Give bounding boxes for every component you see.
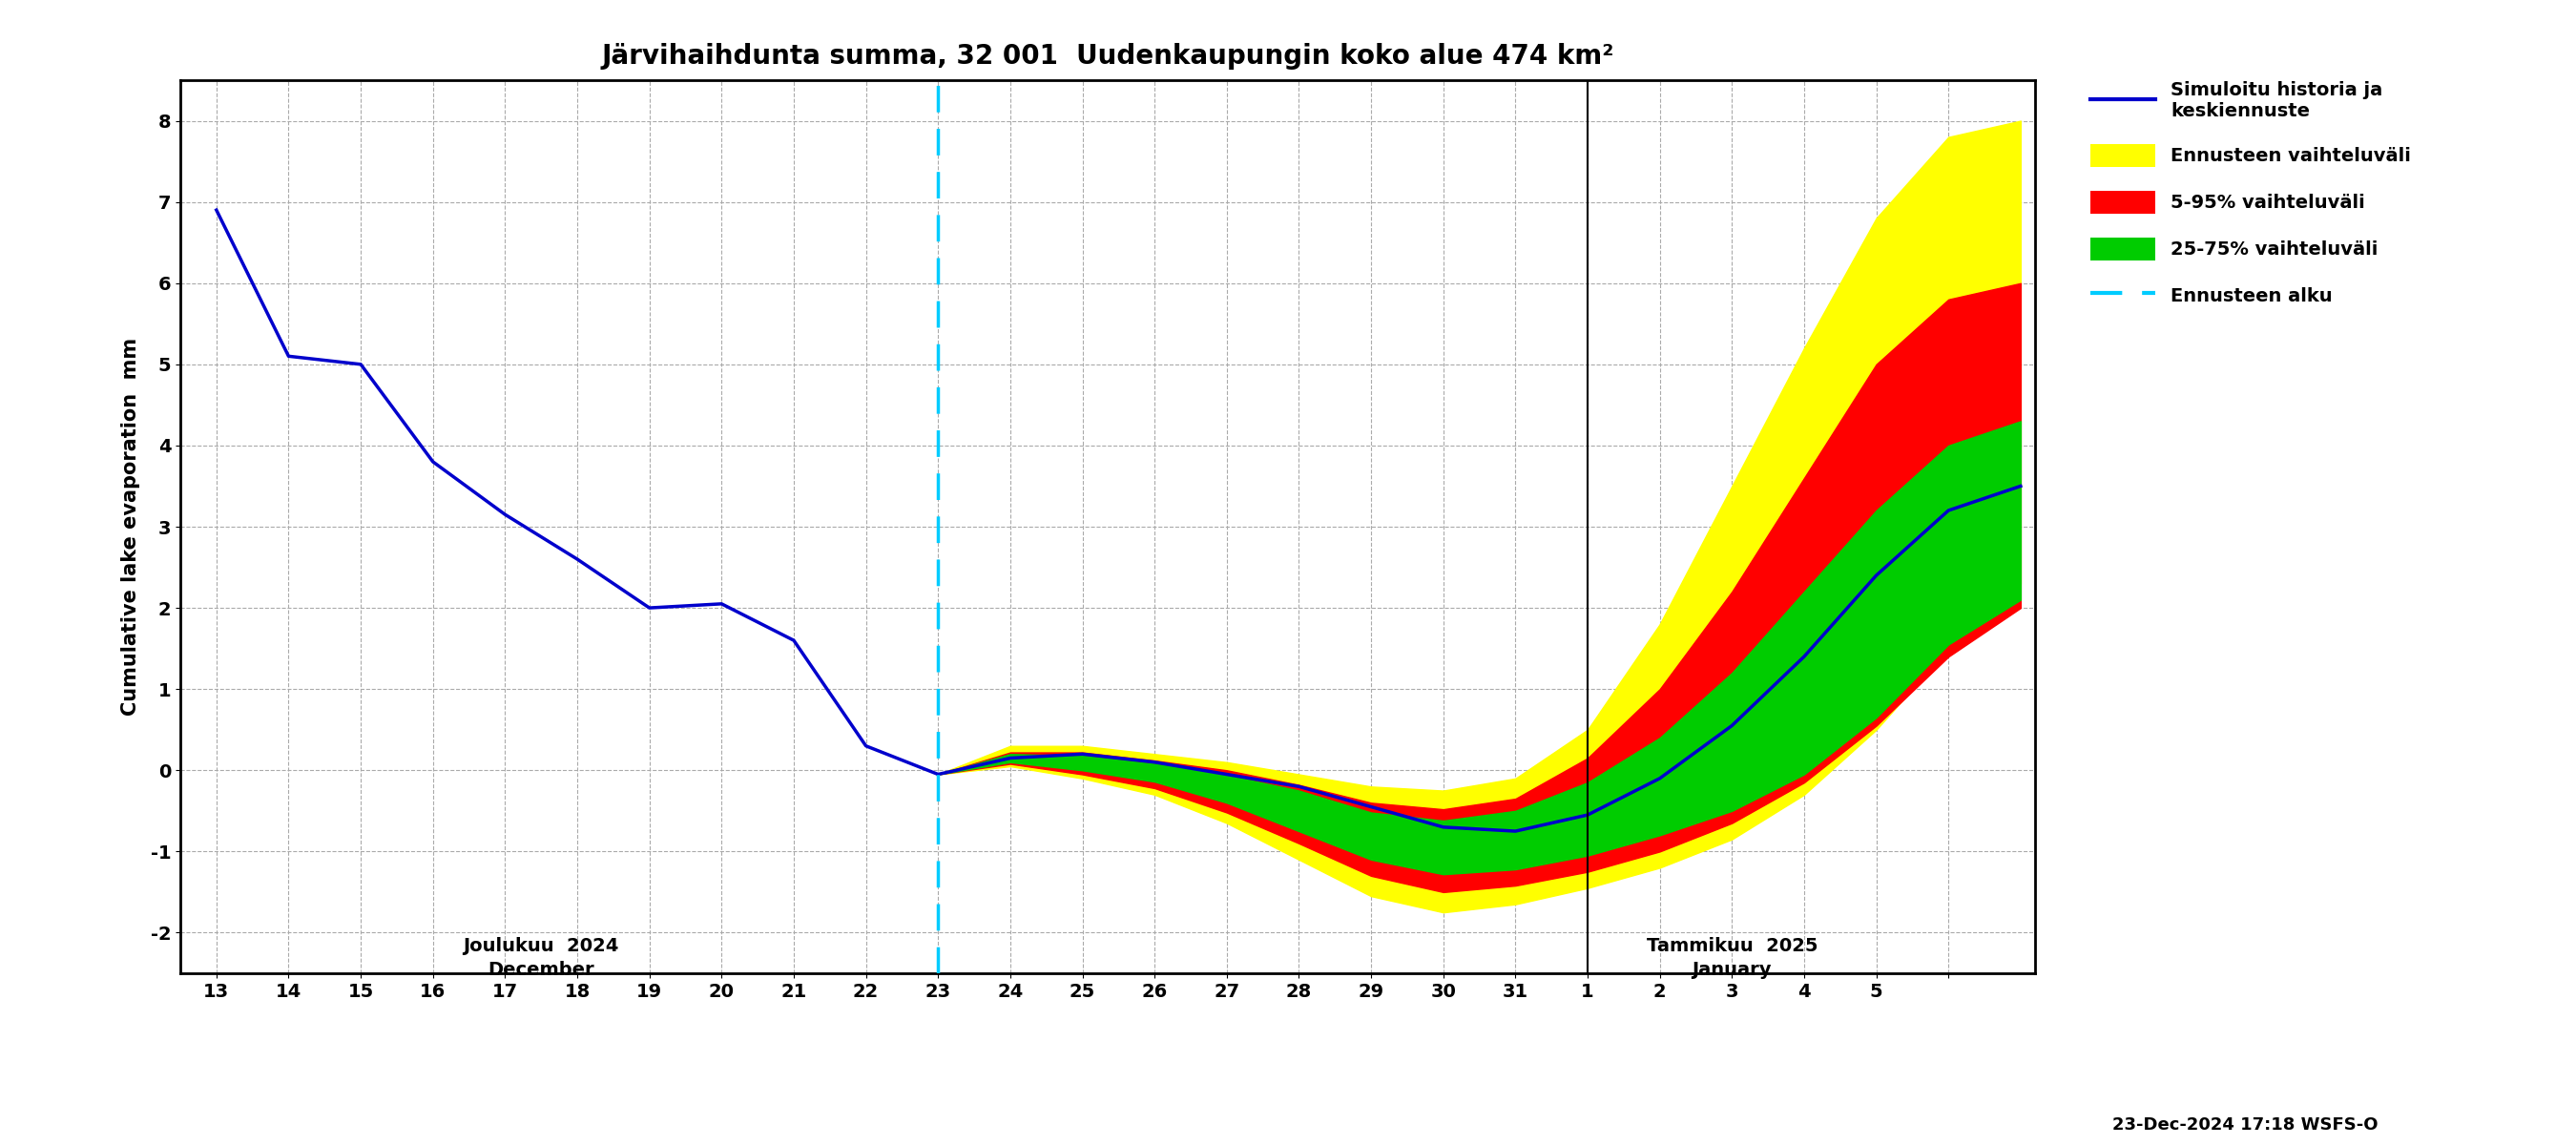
Text: January: January: [1692, 961, 1772, 979]
Text: Joulukuu  2024: Joulukuu 2024: [464, 937, 618, 955]
Legend: Simuloitu historia ja
keskiennuste, Ennusteen vaihteluväli, 5-95% vaihteluväli, : Simuloitu historia ja keskiennuste, Ennu…: [2081, 72, 2419, 316]
Title: Järvihaihdunta summa, 32 001  Uudenkaupungin koko alue 474 km²: Järvihaihdunta summa, 32 001 Uudenkaupun…: [600, 44, 1615, 70]
Text: December: December: [487, 961, 595, 979]
Text: 23-Dec-2024 17:18 WSFS-O: 23-Dec-2024 17:18 WSFS-O: [2112, 1116, 2378, 1134]
Text: Tammikuu  2025: Tammikuu 2025: [1646, 937, 1819, 955]
Y-axis label: Cumulative lake evaporation  mm: Cumulative lake evaporation mm: [121, 338, 139, 716]
